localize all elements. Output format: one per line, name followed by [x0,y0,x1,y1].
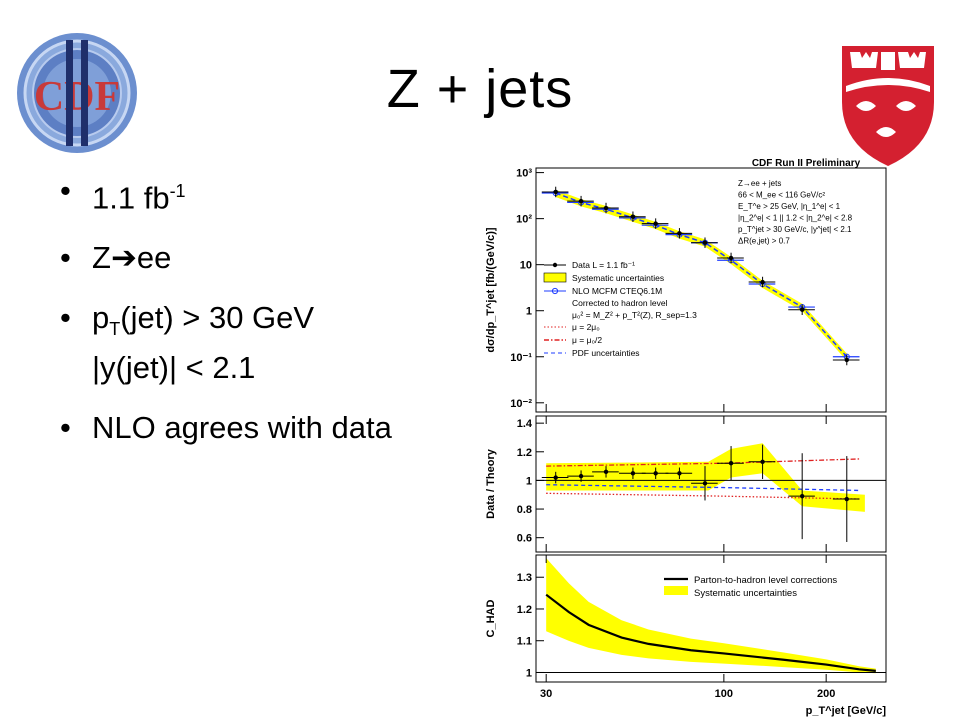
mid-data-point [728,461,734,466]
cut-line: E_T^e > 25 GeV, |η_1^e| < 1 [738,202,841,211]
mid-data-point [630,471,636,476]
top-data-point [630,214,636,219]
mid-ytick-label: 0.6 [517,533,532,545]
cdf-zjets-figure: CDF Run II Preliminary 10³ 10² 10 1 10⁻¹ 10⁻²… [485,158,887,717]
legend-marker-nlo-dot [551,287,559,295]
bullet-channel: • Z➔ee [60,240,172,277]
mid-ytick-label: 0.8 [517,504,532,516]
legend-entry: Data L = 1.1 fb⁻¹ [572,260,635,270]
top-ytick-label: 10³ [516,168,532,180]
legend-entry: Corrected to hadron level [572,298,668,308]
top-syst-band [555,189,847,361]
bullet-dot: • [60,173,71,208]
legend-entry: μ = 2μ₀ [572,322,600,332]
legend-marker-band [543,272,567,283]
figure-header: CDF Run II Preliminary [752,158,861,169]
bot-legend-entry: Systematic uncertainties [694,588,797,599]
top-data-point [760,279,765,285]
bot-ytick-label: 1.3 [517,572,532,584]
x-tick-label: 30 [540,688,552,700]
bot-correction-line [545,593,876,672]
cdf-run-ii-logo: CDF [17,33,137,153]
x-tick-label: 200 [817,688,835,700]
svg-text:CDF: CDF [34,74,120,120]
mcgill-crest-logo [842,46,934,166]
mid-syst-band [546,443,865,512]
mid-data-point [760,459,765,465]
top-ytick-label: 10⁻² [510,398,532,410]
bullet-dot: • [60,300,71,336]
bot-ytick-label: 1.2 [517,604,532,616]
top-ylabel: dσ/dp_T^jet [fb/(GeV/c)] [485,227,497,353]
bullet-dot: • [60,409,71,445]
mid-data-point [799,493,805,499]
mid-data-point [844,496,849,502]
top-data-point [603,205,609,211]
cut-line: p_T^jet > 30 GeV/c, |y^jet| < 2.1 [738,225,852,234]
arrow-icon: ➔ [110,240,137,277]
bot-ylabel: C_HAD [485,600,497,638]
x-axis-label: p_T^jet [GeV/c] [806,705,887,717]
bullet-luminosity: • 1.1 fb-1 [60,173,186,216]
top-data-point [553,189,558,195]
top-data-point [844,357,849,363]
legend-entry: PDF uncertainties [572,348,640,358]
bot-syst-band [546,558,876,674]
top-data-point [653,221,658,226]
legend-entry: Systematic uncertainties [572,273,664,283]
mid-data-point [603,469,609,475]
mid-theory-line [546,484,860,492]
top-ytick-label: 1 [526,306,532,318]
x-tick-label: 100 [715,688,733,700]
cut-line: 66 < M_ee < 116 GeV/c² [738,191,825,200]
top-ytick-label: 10⁻¹ [510,352,532,364]
slide-title: Z + jets [386,59,574,119]
bullet-dot: • [60,240,71,276]
mid-data-point [677,471,682,476]
mid-data-point [578,473,584,479]
mid-ytick-label: 1.4 [517,418,533,430]
cut-line: Z→ee + jets [738,179,781,188]
mid-data-point [553,475,558,480]
bullet-list: • 1.1 fb-1 • Z➔ee • pT(jet) > 30 GeV |y(… [58,172,478,469]
bot-ytick-label: 1.1 [517,636,532,648]
legend-marker-data-dot [552,262,558,268]
top-data-point [578,198,584,204]
top-data-point [799,307,805,312]
top-data-point [677,231,682,236]
top-data-point [702,240,708,245]
top-data-point [728,255,734,261]
top-ytick-label: 10² [516,214,532,226]
cut-line: |η_2^e| < 1 || 1.2 < |η_2^e| < 2.8 [738,214,853,223]
mid-data-point [702,481,708,486]
mid-ytick-label: 1.2 [517,447,532,459]
legend-entry: NLO MCFM CTEQ6.1M [572,286,662,296]
bot-legend-entry: Parton-to-hadron level corrections [694,575,837,586]
mid-ylabel: Data / Theory [485,448,497,519]
legend-entry: μ = μ₀/2 [572,335,602,345]
bot-ytick-label: 1 [526,667,532,679]
legend-entry: μ₀² = M_Z² + p_T²(Z), R_sep=1.3 [572,310,697,320]
mid-data-point [653,471,658,476]
mid-ytick-label: 1 [526,475,532,487]
bot-legend-marker-band [664,586,688,595]
bullet-jet-cuts: • pT(jet) > 30 GeV |y(jet)| < 2.1 [60,300,315,385]
cut-line: ΔR(e,jet) > 0.7 [738,237,790,246]
top-ytick-label: 10 [520,260,532,272]
bullet-conclusion: • NLO agrees with data [60,409,392,445]
